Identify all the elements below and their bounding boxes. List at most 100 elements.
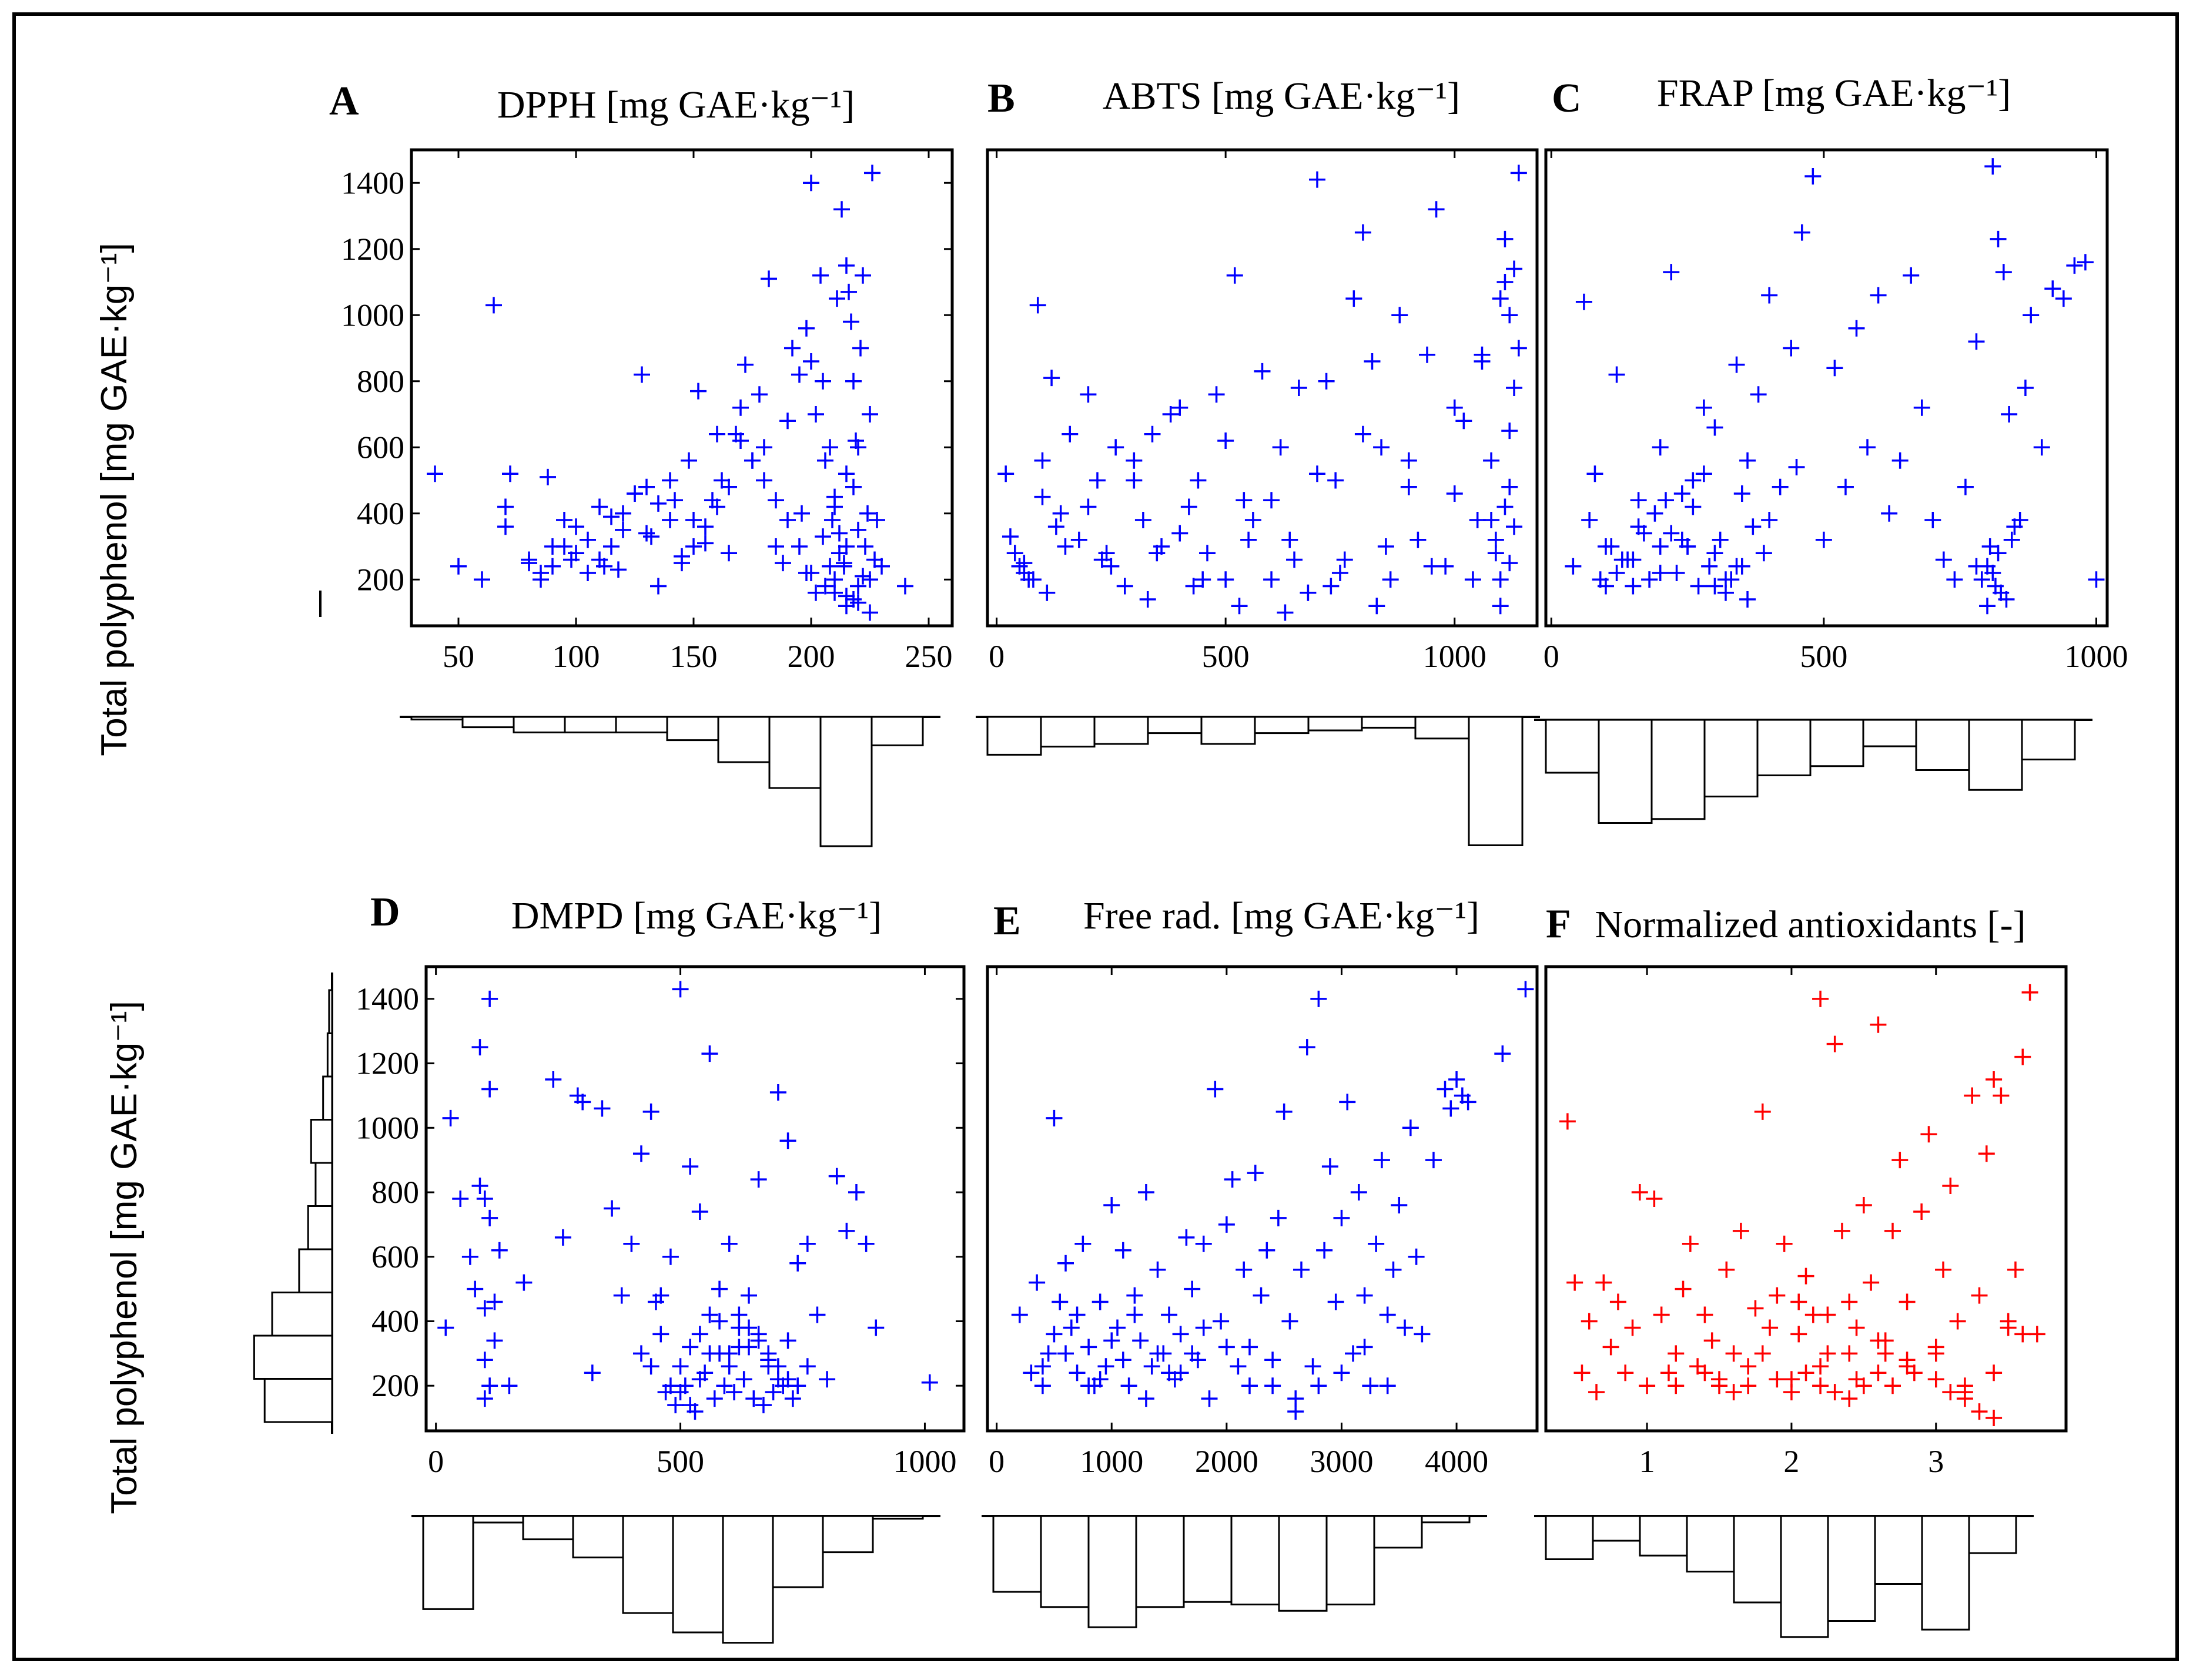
scatter-point [1675,1280,1692,1297]
scatter-point [1695,399,1712,416]
scatter-point [761,270,777,287]
scatter-point [1272,439,1289,456]
scatter-point [803,175,819,192]
x-tick-label: 200 [788,639,835,674]
x-histogram-bar [564,716,617,733]
scatter-point [1185,578,1202,595]
scatter-point [721,478,737,495]
x-histogram-bar [1650,719,1706,820]
scatter-point [1194,571,1211,588]
scatter-point [1855,1377,1872,1394]
x-tick-label: 3 [1928,1444,1944,1479]
scatter-point [1331,565,1348,581]
scatter-point [1924,512,1941,528]
scatter-point [2066,257,2083,274]
scatter-points [1011,981,1534,1420]
scatter-point [591,498,608,515]
scatter-point [1074,1235,1092,1252]
scatter-point [544,558,561,575]
panel-title: FRAP [mg GAE·kg⁻¹] [1657,72,2011,115]
x-histogram-bar [1373,1515,1423,1549]
scatter-point [474,571,490,588]
scatter-point [1483,512,1500,528]
scatter-point [1172,1326,1189,1343]
scatter-point [476,1352,493,1369]
x-histogram-bar [572,1515,624,1558]
scatter-point [2001,406,2018,422]
scatter-point [1602,1339,1619,1356]
scatter-point [1841,1345,1858,1362]
scatter-point [1870,1016,1887,1033]
scatter-point [1696,1306,1713,1323]
scatter-point [1608,565,1625,581]
x-histogram-bar [1135,1515,1185,1608]
scatter-point [1510,165,1527,182]
x-histogram-bar [870,716,924,746]
x-histogram-bar [2021,719,2076,760]
scatter-point [1603,538,1620,555]
panel-letter: C [1552,76,1582,121]
scatter-point [1350,1184,1367,1201]
scatter-point [1668,1345,1685,1362]
scatter-point [1126,1306,1143,1323]
scatter-point [1217,432,1234,449]
scatter-point [1409,531,1427,548]
x-histogram-bar [1040,716,1096,748]
scatter-point [638,478,655,495]
scatter-point [1356,1287,1373,1304]
scatter-point [1316,1242,1333,1259]
scatter-point [1309,465,1325,482]
scatter-point [1706,578,1723,595]
scatter-point [1218,1216,1235,1233]
scatter-point [1116,578,1133,595]
scatter-point [817,452,833,469]
scatter-point [634,366,650,383]
scatter-point [467,1280,484,1297]
x-tick-label: 0 [1544,639,1559,674]
scatter-point [642,1103,659,1120]
scatter-point [1819,1345,1836,1362]
scatter-point [709,425,725,442]
scatter-point [502,465,518,482]
scatter-point [791,538,808,555]
scatter-point [1207,1081,1224,1098]
scatter-point [1592,571,1609,588]
scatter-point [1903,267,1920,284]
scatter-point [833,201,850,218]
scatter-point [1298,1039,1315,1056]
scatter-point [779,413,796,430]
plot-frame [986,965,1539,1433]
scatter-point [685,512,702,528]
scatter-point [1373,439,1390,456]
scatter-point [1442,1100,1459,1117]
scatter-point [1092,1293,1109,1310]
x-histogram-bar [1040,1515,1090,1608]
scatter-point [751,386,768,403]
scatter-point [1057,1255,1074,1272]
scatter-point [1819,1306,1836,1323]
x-histogram-bar [461,716,515,729]
x-tick-label: 100 [553,639,600,674]
scatter-point [789,1377,806,1394]
scatter-point [750,1332,767,1349]
scatter-point [603,538,620,555]
scatter-point [1639,1377,1656,1394]
panel-d: D DMPD [mg GAE·kg⁻¹] 0 500 1000 200 400 600 800 1… [253,890,966,1644]
scatter-point [1913,399,1930,416]
scatter-point [650,495,667,512]
x-tick-label: 2000 [1195,1444,1258,1479]
panels: A DPPH [mg GAE·kg⁻¹]50 100 150 200 2502004006… [253,72,2128,1644]
scatter-point [1208,386,1225,403]
scatter-point [1310,1377,1327,1394]
x-tick-label: 500 [1202,639,1250,674]
scatter-point [1195,1235,1212,1252]
scatter-point [1137,1390,1154,1407]
x-histogram-bar [717,716,771,763]
scatter-point [1448,1071,1465,1088]
scatter-point [857,538,873,555]
scatter-point [731,1306,748,1323]
scatter-point [2000,1319,2017,1336]
scatter-point [2014,1326,2031,1343]
scatter-point [1231,598,1248,615]
scatter-point [1920,1126,1937,1143]
